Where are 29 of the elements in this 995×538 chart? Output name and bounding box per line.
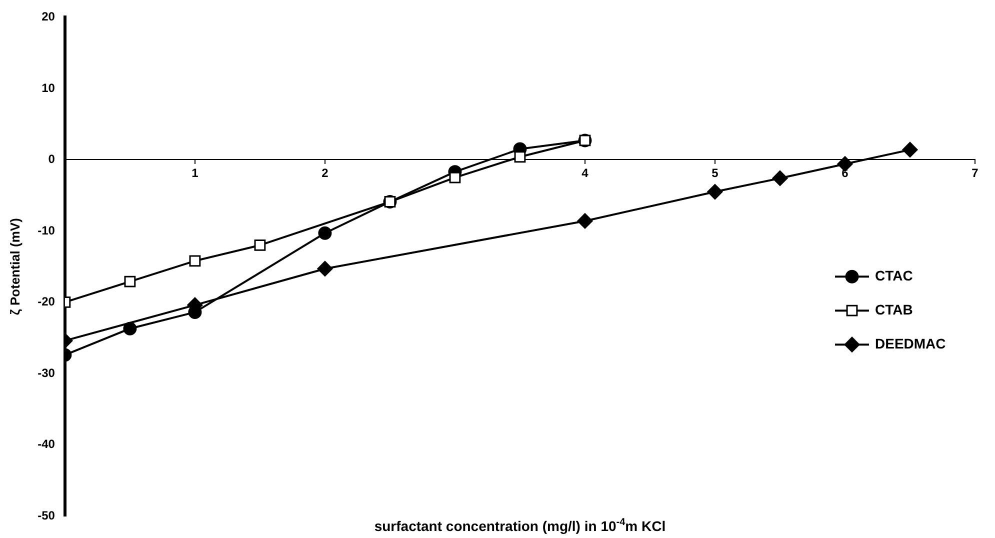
point bbox=[123, 322, 137, 336]
y-axis-title: ζ Potential (mV) bbox=[7, 218, 22, 316]
point bbox=[772, 170, 788, 186]
legend-label: CTAC bbox=[875, 267, 913, 284]
point bbox=[514, 151, 526, 163]
x-tick-label: 2 bbox=[322, 166, 329, 180]
x-tick-label: 7 bbox=[972, 166, 979, 180]
legend-label: DEEDMAC bbox=[875, 335, 946, 352]
point bbox=[124, 276, 136, 288]
x-tick-label: 5 bbox=[712, 166, 719, 180]
point bbox=[577, 213, 593, 229]
point bbox=[318, 226, 332, 240]
x-tick-label: 1 bbox=[192, 166, 199, 180]
y-tick-label: -10 bbox=[38, 223, 56, 238]
legend-label: CTAB bbox=[875, 301, 913, 318]
y-tick-label: -50 bbox=[38, 508, 56, 522]
point bbox=[254, 240, 266, 251]
y-tick-label: -30 bbox=[38, 366, 56, 380]
point bbox=[707, 184, 723, 200]
y-tick-label: 0 bbox=[48, 152, 56, 166]
y-tick-label: -20 bbox=[38, 294, 56, 309]
y-tick-label: 20 bbox=[42, 10, 56, 24]
point bbox=[317, 260, 333, 276]
point bbox=[902, 142, 918, 158]
point bbox=[449, 172, 461, 184]
point bbox=[189, 255, 201, 267]
y-tick-label: -40 bbox=[38, 437, 56, 452]
y-tick-label: 10 bbox=[42, 80, 56, 95]
x-tick-label: 4 bbox=[582, 166, 589, 180]
